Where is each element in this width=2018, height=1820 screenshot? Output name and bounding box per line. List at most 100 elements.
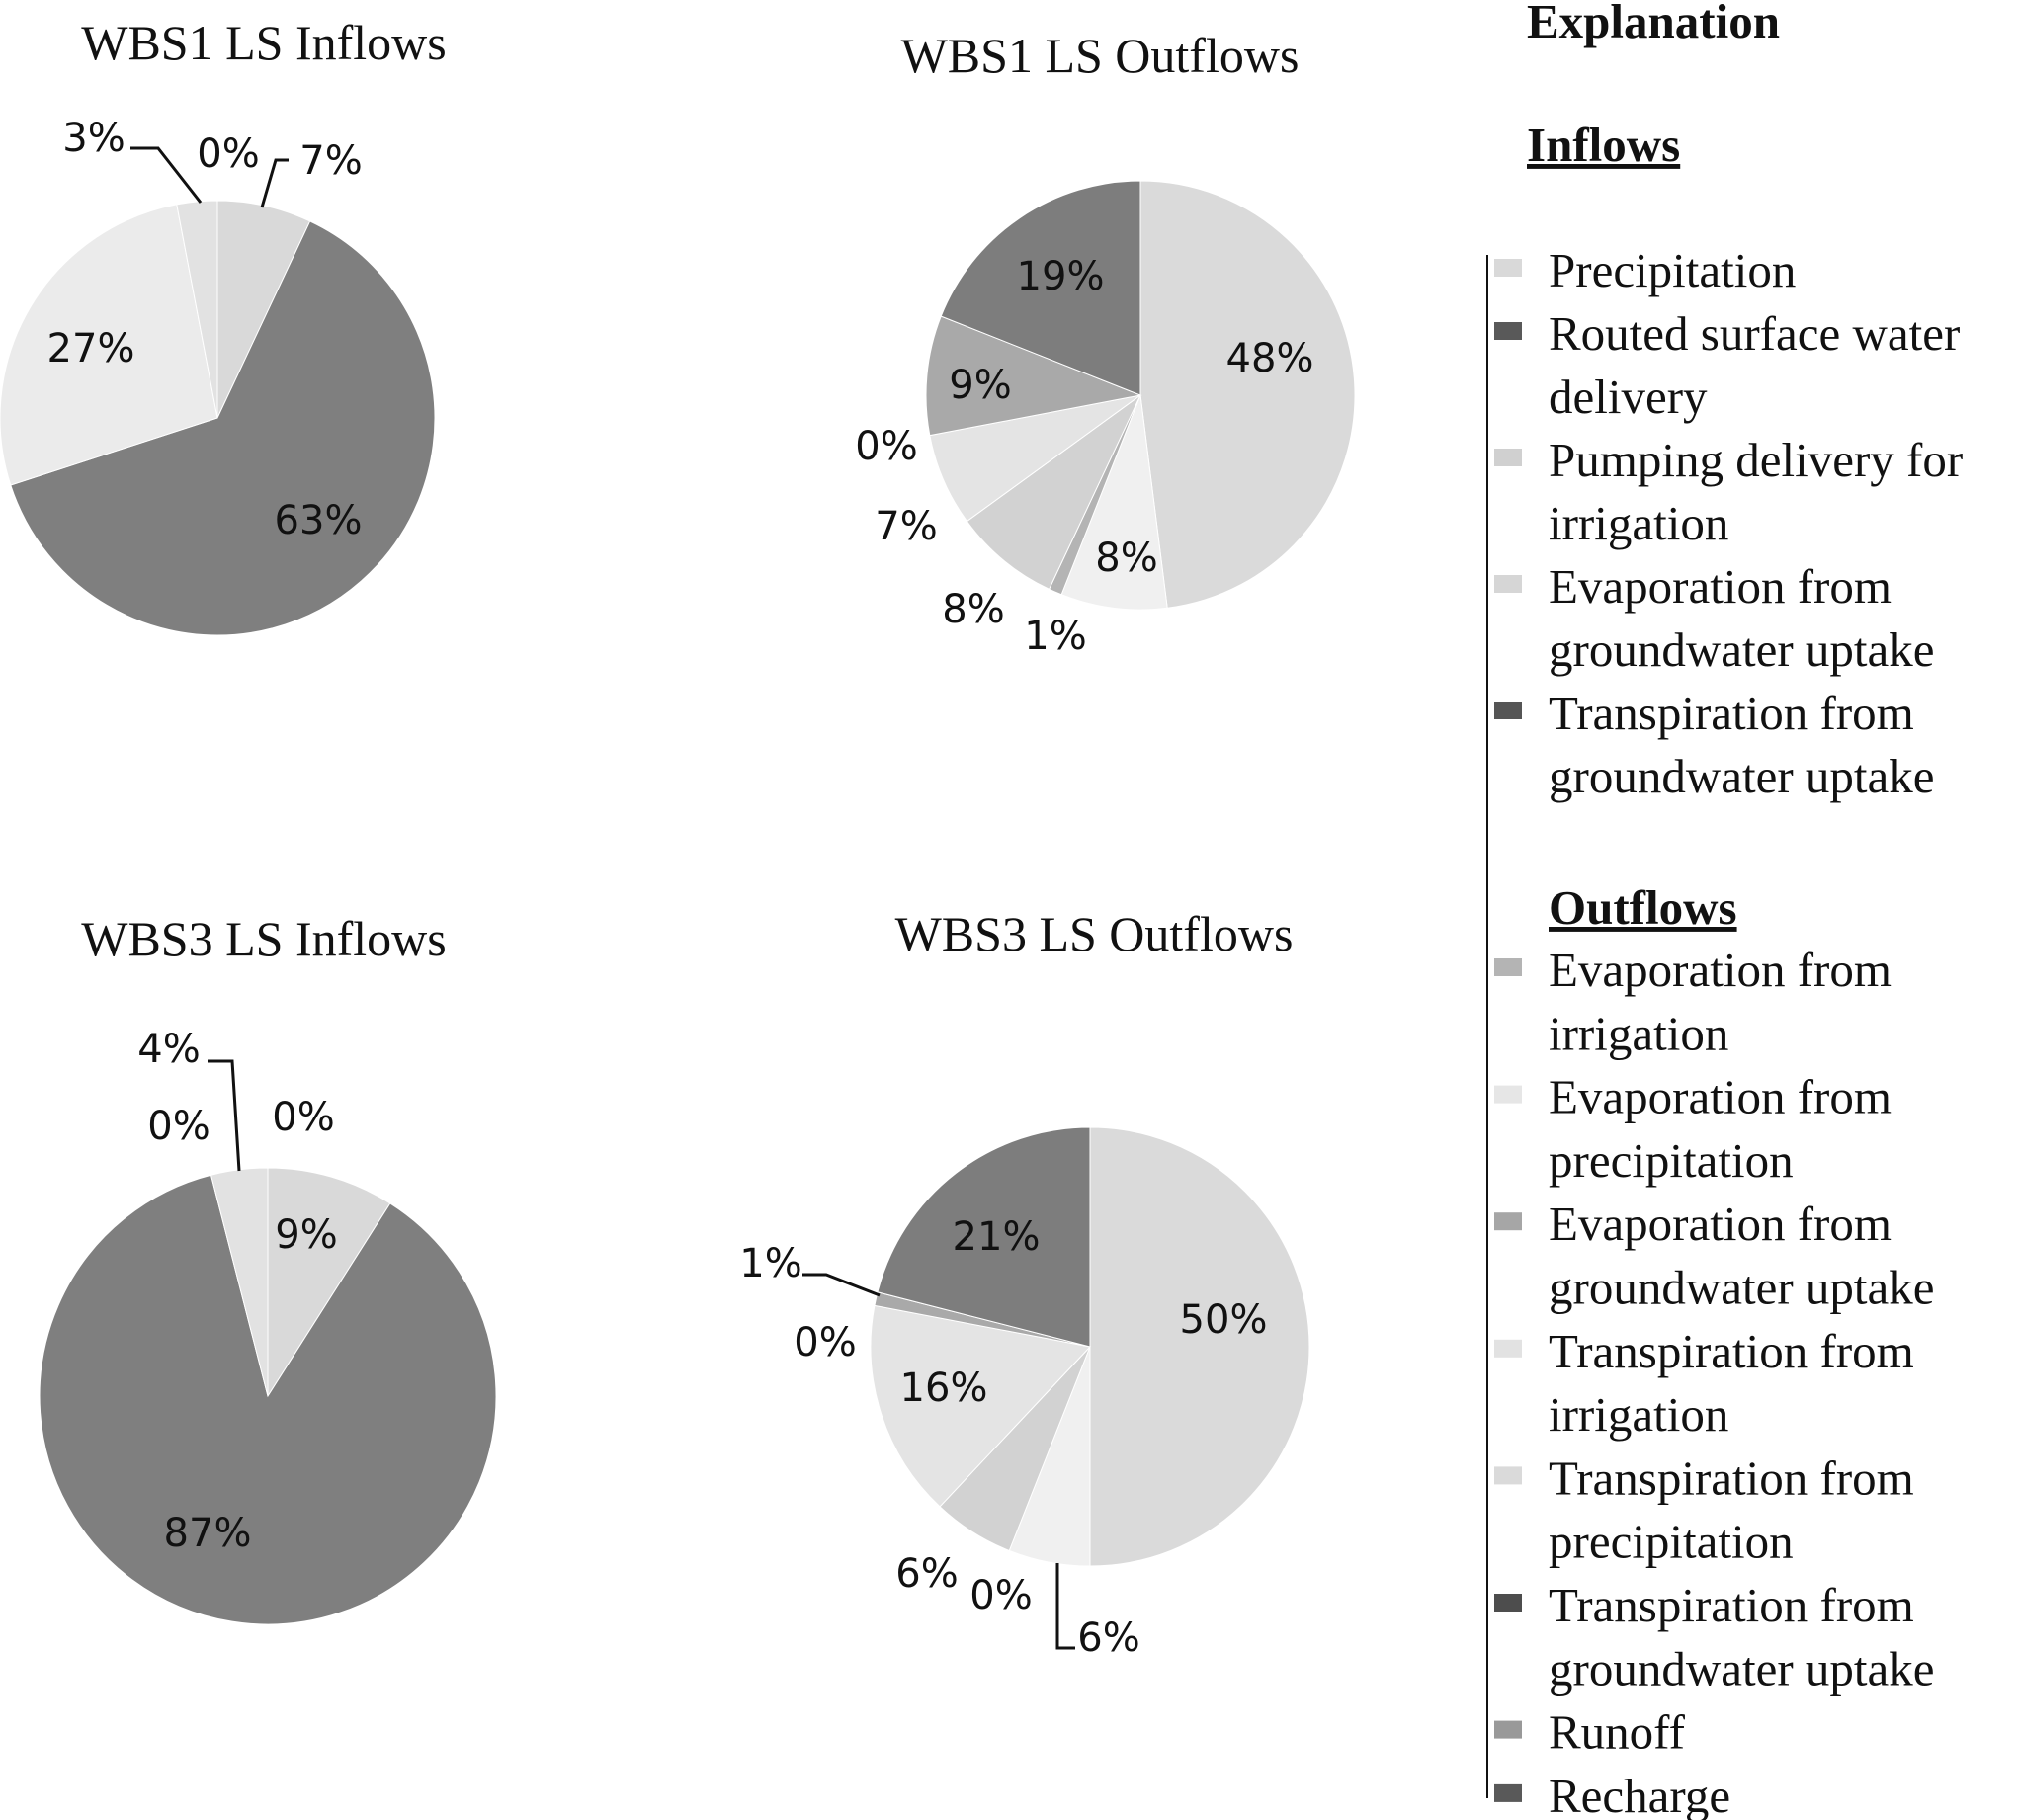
legend-swatch — [1494, 1466, 1522, 1485]
legend-label: irrigation — [1549, 1387, 1728, 1442]
legend-item: Transpiration from groundwater uptake — [1494, 1578, 1935, 1696]
slice-label: 0% — [147, 1104, 210, 1149]
slices — [870, 1126, 1310, 1567]
legend-swatch — [1494, 575, 1522, 593]
pie-slice — [0, 204, 218, 486]
legend-swatch — [1494, 1720, 1522, 1739]
chart-wbs1-outflows: WBS1 LS Outflows 48% 8% 1% 8% 7% 0% 9% 1… — [855, 28, 1356, 659]
chart-title: WBS3 LS Inflows — [81, 911, 446, 966]
legend-label: Precipitation — [1549, 243, 1796, 297]
legend-swatch — [1494, 1085, 1522, 1104]
legend-label: Transpiration from — [1549, 1450, 1914, 1505]
slice-label: 1% — [1024, 614, 1086, 659]
slices — [39, 1167, 497, 1625]
legend: Explanation Inflows Outflows Precipitati… — [1486, 0, 1963, 1820]
legend-label: Transpiration from — [1549, 686, 1914, 740]
slices — [925, 180, 1356, 611]
leader-line — [1055, 1563, 1075, 1650]
legend-swatch — [1494, 1594, 1522, 1612]
slice-label: 1% — [739, 1241, 801, 1286]
legend-swatch — [1494, 259, 1522, 277]
slice-label: 48% — [1226, 336, 1314, 381]
legend-swatch — [1494, 1783, 1522, 1802]
leader-line — [130, 146, 203, 204]
chart-wbs3-inflows: WBS3 LS Inflows 9% 87% 0% 4% 0% — [39, 911, 497, 1625]
legend-item: Routed surface water delivery — [1494, 306, 1960, 424]
slice-label: 50% — [1180, 1297, 1268, 1343]
pie-slice — [1139, 180, 1356, 609]
legend-label: Evaporation from — [1549, 1070, 1892, 1124]
legend-label: Runoff — [1549, 1705, 1686, 1760]
legend-item: Transpiration from groundwater uptake — [1494, 686, 1935, 803]
legend-title: Explanation — [1527, 0, 1780, 48]
pie-slice — [925, 315, 1142, 437]
legend-item: Transpiration from irrigation — [1494, 1324, 1914, 1442]
chart-title: WBS1 LS Inflows — [81, 15, 446, 70]
pie-slice — [176, 200, 218, 419]
legend-label: groundwater uptake — [1549, 1641, 1935, 1696]
legend-label: Evaporation from — [1549, 1197, 1892, 1251]
legend-swatch — [1494, 322, 1522, 340]
slice-label: 0% — [969, 1573, 1032, 1618]
slice-label: 8% — [942, 587, 1004, 632]
pie-slice — [267, 1167, 391, 1398]
pie-slice — [1089, 1126, 1310, 1567]
legend-item: Recharge — [1494, 1769, 1730, 1820]
legend-item: Evaporation from precipitation — [1494, 1070, 1892, 1188]
legend-swatch — [1494, 1339, 1522, 1358]
pie-slice — [1060, 394, 1168, 611]
slice-label: 19% — [1017, 254, 1105, 299]
slices — [0, 200, 436, 636]
slice-label: 0% — [855, 424, 917, 469]
slice-label: 0% — [197, 131, 259, 177]
legend-item: Evaporation from groundwater uptake — [1494, 1197, 1935, 1315]
leader-line — [260, 158, 289, 208]
slice-label: 9% — [949, 363, 1011, 408]
chart-wbs3-outflows: WBS3 LS Outflows 50% 6% 0% 6% 16% 0% 1% … — [739, 906, 1310, 1661]
pie-slice — [870, 1304, 1091, 1508]
slice-label: 7% — [875, 504, 937, 549]
legend-label: Routed surface water — [1549, 306, 1960, 361]
legend-label: Evaporation from — [1549, 943, 1892, 997]
slice-label: 0% — [794, 1320, 856, 1365]
legend-outflows-heading: Outflows — [1549, 880, 1737, 935]
legend-item: Evaporation from irrigation — [1494, 943, 1892, 1060]
legend-label: Pumping delivery for — [1549, 433, 1963, 487]
slice-label: 21% — [953, 1214, 1041, 1260]
legend-swatch — [1494, 449, 1522, 466]
legend-label: groundwater uptake — [1549, 749, 1935, 803]
legend-label: precipitation — [1549, 1133, 1794, 1188]
legend-item: Precipitation — [1494, 243, 1796, 297]
legend-swatch — [1494, 958, 1522, 976]
pie-slice — [940, 180, 1141, 396]
pie-slice — [10, 220, 436, 636]
legend-inflows-heading: Inflows — [1527, 118, 1680, 172]
slice-label: 63% — [275, 498, 363, 543]
labels: 48% 8% 1% 8% 7% 0% 9% 19% — [855, 254, 1313, 659]
legend-label: Transpiration from — [1549, 1578, 1914, 1632]
legend-swatch — [1494, 1212, 1522, 1231]
legend-label: Transpiration from — [1549, 1324, 1914, 1378]
labels: 7% 63% 27% 3% 0% — [47, 116, 363, 543]
pie-slice — [966, 394, 1141, 591]
leader-line — [802, 1273, 881, 1297]
chart-title: WBS3 LS Outflows — [895, 906, 1294, 961]
slice-label: 16% — [900, 1365, 988, 1411]
legend-label: Evaporation from — [1549, 559, 1892, 614]
slice-label: 7% — [299, 138, 362, 184]
chart-title: WBS1 LS Outflows — [901, 28, 1300, 83]
slice-label: 8% — [1095, 536, 1157, 581]
pie-slice — [877, 1126, 1091, 1348]
chart-wbs1-inflows: WBS1 LS Inflows 7% 63% 27% 3% 0% — [0, 15, 447, 636]
legend-label: irrigation — [1549, 1006, 1728, 1060]
slice-label: 6% — [895, 1551, 958, 1597]
legend-label: delivery — [1549, 370, 1708, 424]
legend-swatch — [1494, 702, 1522, 719]
labels: 9% 87% 0% 4% 0% — [137, 1027, 337, 1556]
legend-item: Transpiration from precipitation — [1494, 1450, 1914, 1569]
labels: 50% 6% 0% 6% 16% 0% 1% 21% — [739, 1214, 1267, 1661]
leader-line — [208, 1059, 241, 1172]
legend-label: irrigation — [1549, 496, 1728, 550]
